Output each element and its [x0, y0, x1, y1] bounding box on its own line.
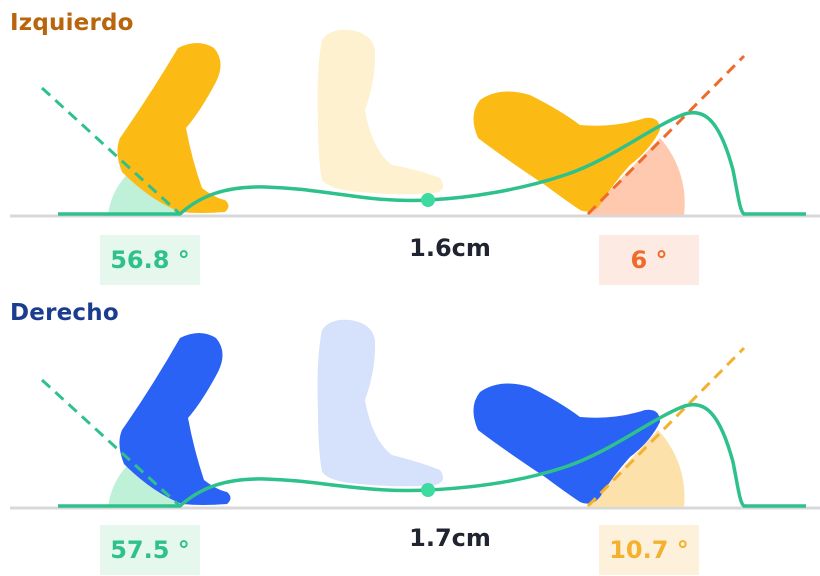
heel-angle-box: 57.5 ° [100, 525, 200, 575]
toe-angle-value: 6 ° [630, 246, 668, 274]
foot-trajectory-curve [58, 402, 806, 508]
foot-clearance-value: 1.6cm [409, 234, 491, 262]
left-foot-panel: Izquierdo 56.8 ° 1.6cm 6 ° [0, 0, 820, 286]
foot-trajectory-curve [58, 110, 806, 216]
left-gait-diagram [10, 29, 820, 218]
toe-angle-line [586, 346, 746, 508]
midstance-foot-ghost [317, 29, 444, 195]
heel-strike-foot [117, 43, 229, 213]
trajectory-midpoint-dot [421, 483, 435, 497]
heel-angle-line [40, 86, 182, 216]
heel-angle-value: 57.5 ° [110, 536, 190, 564]
toe-angle-line [586, 54, 746, 216]
toe-off-foot [473, 383, 660, 504]
heel-angle-box: 56.8 ° [100, 235, 200, 285]
trajectory-midpoint-dot [421, 193, 435, 207]
heel-angle-line [40, 378, 182, 508]
back-angle-wedge [586, 430, 685, 507]
toe-angle-value: 10.7 ° [609, 536, 689, 564]
right-gait-diagram [10, 319, 820, 510]
heel-strike-foot [119, 333, 231, 505]
midstance-foot-ghost [317, 319, 444, 487]
toe-angle-box: 6 ° [599, 235, 699, 285]
heel-angle-value: 56.8 ° [110, 246, 190, 274]
back-angle-wedge [586, 138, 685, 215]
left-foot-title: Izquierdo [10, 10, 134, 36]
toe-angle-box: 10.7 ° [599, 525, 699, 575]
toe-off-foot [473, 91, 660, 212]
right-foot-title: Derecho [10, 300, 119, 326]
foot-clearance-value: 1.7cm [409, 524, 491, 552]
right-foot-panel: Derecho 57.5 ° 1.7cm 10.7 ° [0, 290, 820, 576]
